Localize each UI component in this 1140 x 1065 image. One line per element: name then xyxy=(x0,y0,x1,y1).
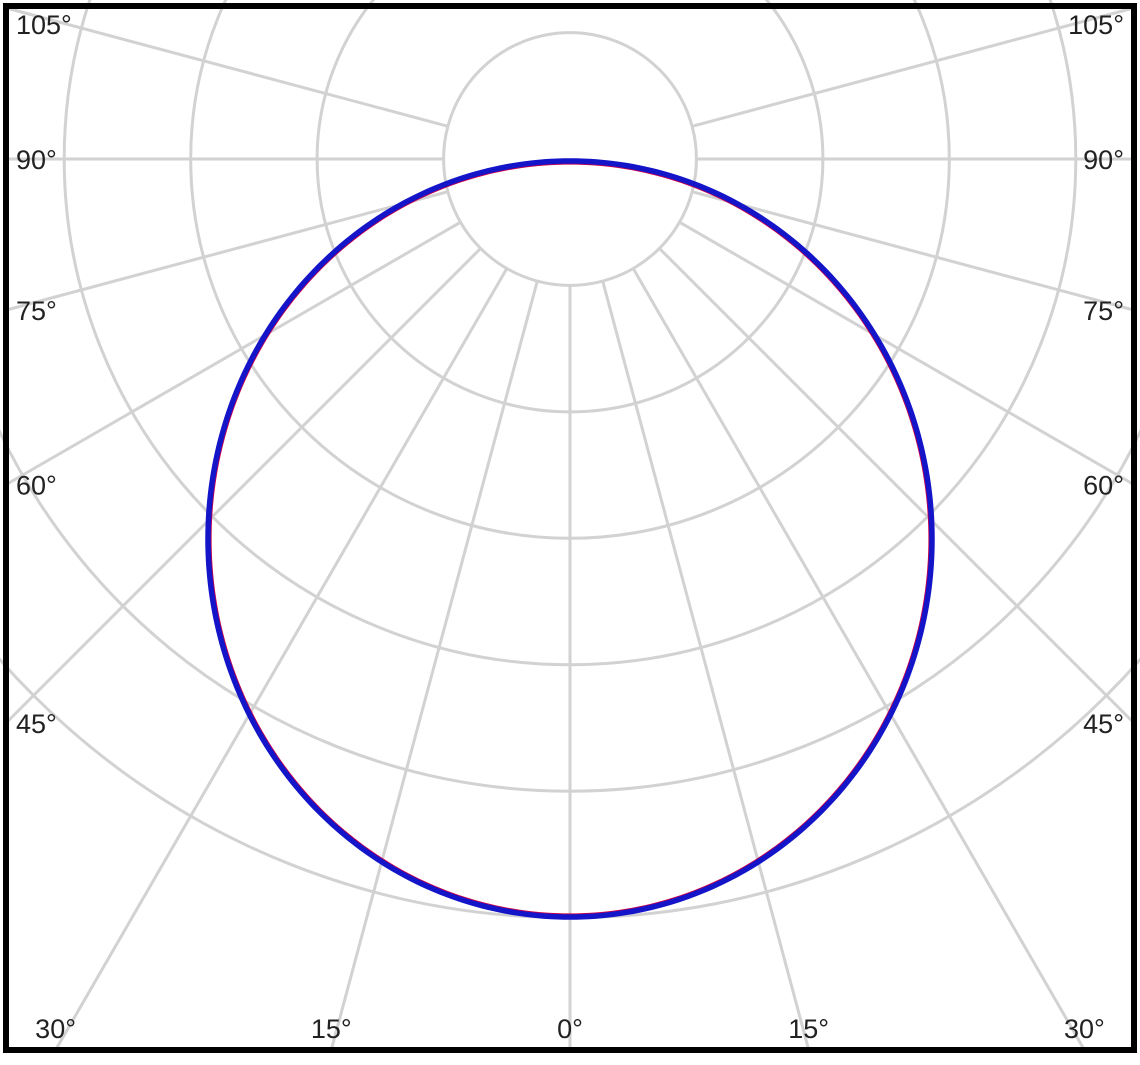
svg-text:75°: 75° xyxy=(1083,296,1124,326)
svg-text:30°: 30° xyxy=(1064,1014,1105,1044)
svg-text:60°: 60° xyxy=(16,471,57,501)
svg-text:60°: 60° xyxy=(1083,471,1124,501)
svg-text:15°: 15° xyxy=(788,1014,829,1044)
svg-text:105°: 105° xyxy=(16,10,72,40)
svg-text:30°: 30° xyxy=(35,1014,76,1044)
svg-text:75°: 75° xyxy=(16,296,57,326)
svg-text:0°: 0° xyxy=(557,1014,583,1044)
svg-text:105°: 105° xyxy=(1068,10,1124,40)
svg-text:45°: 45° xyxy=(16,709,57,739)
svg-text:90°: 90° xyxy=(16,145,57,175)
svg-text:90°: 90° xyxy=(1083,145,1124,175)
svg-text:45°: 45° xyxy=(1083,709,1124,739)
svg-text:15°: 15° xyxy=(311,1014,352,1044)
